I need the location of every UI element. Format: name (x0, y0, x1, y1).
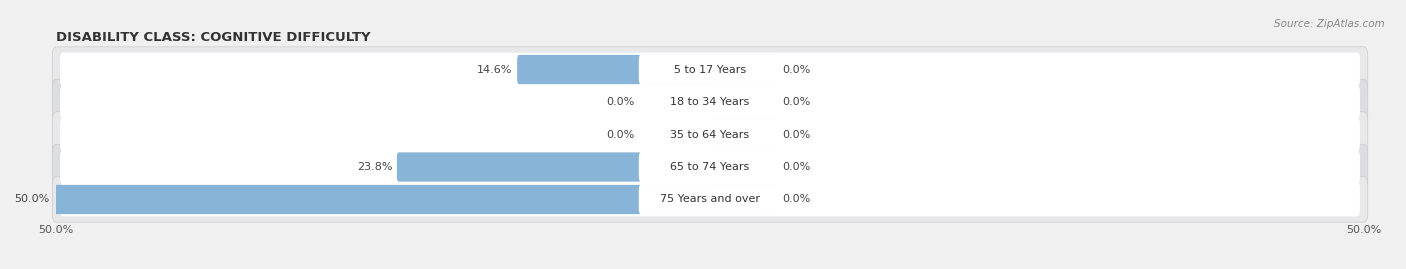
FancyBboxPatch shape (52, 112, 1368, 157)
Text: 75 Years and over: 75 Years and over (659, 194, 761, 204)
Text: 0.0%: 0.0% (606, 129, 636, 140)
Text: 5 to 17 Years: 5 to 17 Years (673, 65, 747, 75)
FancyBboxPatch shape (52, 144, 1368, 190)
FancyBboxPatch shape (709, 152, 778, 182)
FancyBboxPatch shape (60, 118, 1360, 151)
FancyBboxPatch shape (638, 87, 782, 117)
FancyBboxPatch shape (638, 119, 782, 150)
Text: 23.8%: 23.8% (357, 162, 392, 172)
Text: 65 to 74 Years: 65 to 74 Years (671, 162, 749, 172)
Text: 0.0%: 0.0% (606, 97, 636, 107)
FancyBboxPatch shape (638, 54, 782, 85)
Text: 0.0%: 0.0% (782, 97, 810, 107)
Text: 0.0%: 0.0% (782, 129, 810, 140)
FancyBboxPatch shape (638, 184, 782, 215)
FancyBboxPatch shape (709, 55, 778, 84)
Text: 35 to 64 Years: 35 to 64 Years (671, 129, 749, 140)
Text: 18 to 34 Years: 18 to 34 Years (671, 97, 749, 107)
Text: 0.0%: 0.0% (782, 65, 810, 75)
FancyBboxPatch shape (52, 47, 1368, 92)
FancyBboxPatch shape (709, 120, 778, 149)
FancyBboxPatch shape (60, 150, 1360, 184)
Text: 14.6%: 14.6% (477, 65, 513, 75)
Text: DISABILITY CLASS: COGNITIVE DIFFICULTY: DISABILITY CLASS: COGNITIVE DIFFICULTY (56, 31, 371, 44)
FancyBboxPatch shape (60, 53, 1360, 86)
Text: 0.0%: 0.0% (782, 162, 810, 172)
FancyBboxPatch shape (60, 85, 1360, 119)
FancyBboxPatch shape (52, 79, 1368, 125)
FancyBboxPatch shape (517, 55, 711, 84)
FancyBboxPatch shape (52, 177, 1368, 222)
FancyBboxPatch shape (638, 152, 782, 182)
Text: 50.0%: 50.0% (14, 194, 49, 204)
FancyBboxPatch shape (60, 183, 1360, 216)
FancyBboxPatch shape (55, 185, 711, 214)
FancyBboxPatch shape (396, 152, 711, 182)
Text: 0.0%: 0.0% (782, 194, 810, 204)
FancyBboxPatch shape (709, 87, 778, 117)
Text: Source: ZipAtlas.com: Source: ZipAtlas.com (1274, 19, 1385, 29)
FancyBboxPatch shape (709, 185, 778, 214)
